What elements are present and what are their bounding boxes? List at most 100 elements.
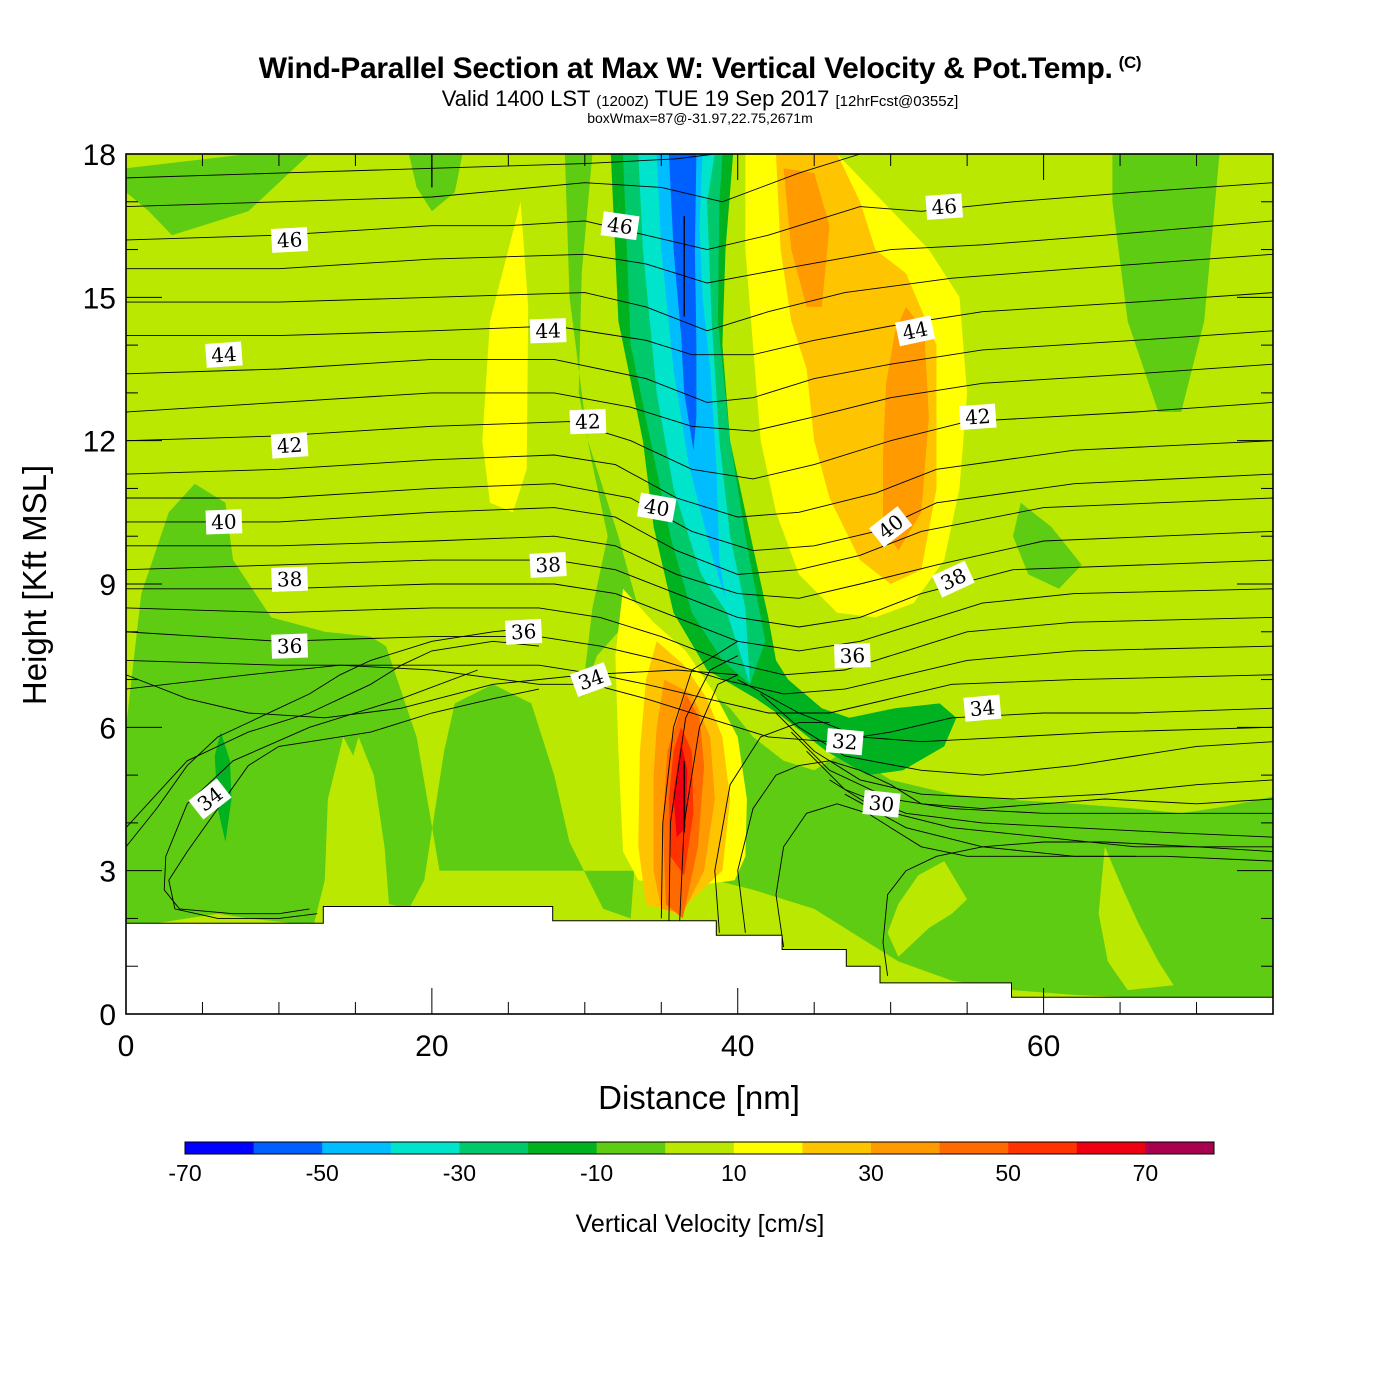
colorbar-swatch-8 xyxy=(733,1142,803,1154)
colorbar-swatch-1 xyxy=(253,1142,323,1154)
contour-label-text: 40 xyxy=(211,509,237,534)
contour-label-text: 46 xyxy=(276,227,303,252)
contour-label-13: 38 xyxy=(529,551,567,578)
contour-label-text: 46 xyxy=(606,212,635,239)
title-copyright-mark: (C) xyxy=(1118,53,1142,72)
theta-contour-23 xyxy=(790,731,1273,814)
colorbar-swatch-2 xyxy=(322,1142,392,1154)
theta-contour-27 xyxy=(679,674,738,924)
theta-contour-7 xyxy=(125,363,1274,432)
velocity-fills xyxy=(126,154,1273,1014)
contour-label-box xyxy=(600,211,640,241)
contour-label-text: 42 xyxy=(575,409,601,434)
colorbar-label: -70 xyxy=(168,1160,201,1186)
theta-contour-9 xyxy=(125,440,1274,518)
contour-label-box xyxy=(271,566,309,592)
velocity-region-24 xyxy=(1098,846,1174,991)
velocity-region-2 xyxy=(1112,154,1220,412)
contour-label-text: 42 xyxy=(964,404,991,430)
theta-contour-3 xyxy=(126,220,1274,284)
theta-contour-1 xyxy=(125,153,861,208)
theta-contour-19 xyxy=(125,669,738,719)
velocity-region-3 xyxy=(1013,502,1082,589)
contour-label-text: 44 xyxy=(900,316,930,345)
contour-label-box xyxy=(862,789,901,818)
contour-label-21: 32 xyxy=(825,728,864,756)
x-tick-label: 20 xyxy=(415,1030,448,1063)
contour-label-text: 44 xyxy=(535,318,561,343)
theta-contour-12 xyxy=(126,530,1274,599)
theta-contour-15 xyxy=(125,607,1274,676)
contour-label-box xyxy=(205,509,243,535)
colorbar: -70 -50 -30 -10 10 30 50 70 xyxy=(168,1141,1215,1186)
contour-label-text: 44 xyxy=(210,342,237,368)
theta-contour-30 xyxy=(714,722,830,933)
y-axis-label: Height [Kft MSL] xyxy=(16,465,53,705)
y-tick-label: 6 xyxy=(99,712,116,745)
colorbar-frame xyxy=(184,1141,1215,1155)
y-tick-label: 0 xyxy=(99,999,116,1032)
contour-label-15: 36 xyxy=(271,633,309,659)
contour-label-box xyxy=(569,662,612,698)
colorbar-label: -50 xyxy=(306,1160,339,1186)
theta-contour-10 xyxy=(126,473,1274,552)
contour-label-text: 38 xyxy=(535,552,562,577)
contour-label-10: 40 xyxy=(636,492,677,523)
theta-contour-4 xyxy=(126,253,1274,332)
theta-contour-33 xyxy=(882,841,1273,976)
y-tick-label: 9 xyxy=(99,569,116,602)
theta-contours xyxy=(125,153,1274,976)
contour-label-text: 42 xyxy=(276,433,303,459)
colorbar-label: 10 xyxy=(721,1160,747,1186)
theta-contour-2 xyxy=(125,182,1274,251)
y-tick-label: 15 xyxy=(83,282,116,315)
contour-label-text: 46 xyxy=(931,194,958,220)
contour-label-text: 36 xyxy=(510,619,537,644)
colorbar-label: 70 xyxy=(1133,1160,1159,1186)
velocity-region-23 xyxy=(343,736,389,905)
theta-contour-34 xyxy=(125,640,539,829)
colorbar-swatch-6 xyxy=(596,1142,666,1154)
contour-label-box xyxy=(833,643,871,669)
theta-contour-36 xyxy=(168,688,539,919)
contour-label-5: 44 xyxy=(894,315,936,347)
theta-contour-20 xyxy=(737,679,1274,743)
velocity-region-4 xyxy=(482,201,529,513)
contour-label-box xyxy=(959,403,997,431)
contour-label-1: 46 xyxy=(600,211,640,241)
x-axis-label: Distance [nm] xyxy=(598,1079,800,1116)
y-tick-label: 12 xyxy=(83,426,116,459)
contour-label-text: 36 xyxy=(839,643,865,668)
contour-label-text: 34 xyxy=(969,695,996,721)
colorbar-swatch-0 xyxy=(185,1142,255,1154)
contour-label-box xyxy=(636,492,677,523)
terrain-mask xyxy=(126,906,1273,1014)
theta-contour-37 xyxy=(163,669,478,915)
colorbar-label: -10 xyxy=(580,1160,613,1186)
contour-label-box xyxy=(270,227,309,253)
x-tick-label: 40 xyxy=(721,1030,754,1063)
terrain-outline xyxy=(126,906,1273,998)
chart-subtitle: Valid 1400 LST (1200Z) TUE 19 Sep 2017 [… xyxy=(441,86,959,111)
contour-label-text: 32 xyxy=(831,729,858,755)
velocity-region-8 xyxy=(783,168,830,307)
theta-contour-16 xyxy=(125,631,1274,695)
colorbar-swatch-7 xyxy=(665,1142,735,1154)
colorbar-swatch-13 xyxy=(1076,1142,1146,1154)
colorbar-swatch-5 xyxy=(528,1142,598,1154)
contour-label-7: 42 xyxy=(569,408,607,435)
contour-label-box xyxy=(894,315,936,347)
theta-contour-11 xyxy=(126,497,1274,575)
y-tick-label: 18 xyxy=(83,139,116,172)
theta-contour-6 xyxy=(125,330,1274,403)
chart-subtitle-2: boxWmax=87@-31.97,22.75,2671m xyxy=(587,110,813,126)
contour-label-box xyxy=(569,408,607,435)
contour-label-text: 38 xyxy=(276,567,302,592)
contour-label-0: 46 xyxy=(270,227,309,253)
contour-label-box xyxy=(529,318,567,344)
colorbar-label: 50 xyxy=(995,1160,1021,1186)
colorbar-swatch-4 xyxy=(459,1142,529,1154)
x-tick-label: 60 xyxy=(1027,1030,1060,1063)
